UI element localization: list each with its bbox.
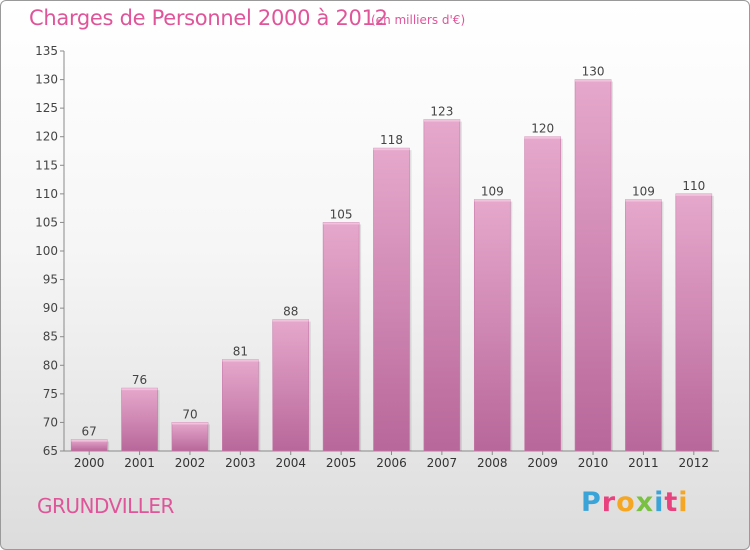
bar-top-highlight [625, 199, 662, 202]
x-tick-label: 2010 [578, 456, 609, 470]
data-label: 118 [380, 133, 403, 147]
y-tick-label: 115 [35, 158, 58, 172]
bar-top-highlight [222, 359, 259, 362]
bar-top-highlight [575, 79, 612, 82]
y-tick-label: 85 [43, 330, 58, 344]
logo-letter: x [635, 487, 655, 518]
x-tick-label: 2009 [527, 456, 558, 470]
bar-top-highlight [373, 148, 410, 151]
x-tick-label: 2008 [477, 456, 508, 470]
y-tick-label: 90 [43, 301, 58, 315]
x-tick-label: 2004 [275, 456, 306, 470]
data-label: 120 [531, 122, 554, 136]
bar [222, 359, 259, 452]
y-tick-label: 70 [43, 415, 58, 429]
bar [625, 199, 662, 452]
data-label: 109 [481, 185, 504, 199]
logo-letter: i [678, 487, 689, 518]
data-label: 81 [233, 345, 248, 359]
y-tick-label: 100 [35, 244, 58, 258]
logo-letter: P [581, 487, 602, 518]
x-tick-label: 2002 [175, 456, 206, 470]
bar [574, 79, 612, 452]
bar [423, 119, 461, 452]
logo-letter: o [616, 487, 636, 518]
bar-top-highlight [323, 222, 360, 225]
data-label: 130 [582, 65, 605, 79]
bar [272, 319, 310, 452]
bar-top-highlight [272, 319, 309, 322]
data-label: 109 [632, 185, 655, 199]
bar-top-highlight [524, 136, 561, 139]
data-label: 110 [682, 179, 705, 193]
place-name: GRUNDVILLER [37, 494, 174, 518]
x-tick-label: 2006 [376, 456, 407, 470]
y-tick-label: 125 [35, 101, 58, 115]
x-tick-label: 2001 [124, 456, 155, 470]
data-label: 88 [283, 305, 298, 319]
chart-units: (en milliers d'€) [371, 13, 466, 27]
x-tick-label: 2003 [225, 456, 256, 470]
bar [322, 222, 360, 452]
y-tick-label: 130 [35, 73, 58, 87]
bar [675, 193, 713, 452]
y-tick-label: 135 [35, 44, 58, 58]
bar [171, 422, 209, 452]
bar-top-highlight [121, 388, 158, 391]
bar [373, 147, 410, 452]
bar [473, 199, 511, 452]
logo-letter: r [601, 487, 617, 518]
y-tick-label: 105 [35, 215, 58, 229]
y-tick-label: 65 [43, 444, 58, 458]
bar-top-highlight [675, 193, 712, 196]
logo-letter: t [664, 487, 679, 518]
y-tick-label: 120 [35, 130, 58, 144]
data-label: 123 [430, 105, 453, 119]
bar-top-highlight [171, 422, 208, 425]
data-label: 76 [132, 373, 147, 387]
bar [524, 136, 561, 452]
data-label: 70 [182, 407, 197, 421]
y-tick-label: 110 [35, 187, 58, 201]
chart-title: Charges de Personnel 2000 à 2012 [29, 6, 388, 30]
bar [121, 387, 158, 452]
x-tick-label: 2012 [679, 456, 710, 470]
y-tick-label: 95 [43, 273, 58, 287]
bar-top-highlight [423, 119, 460, 122]
bar-top-highlight [474, 199, 511, 202]
x-tick-label: 2000 [74, 456, 105, 470]
y-tick-label: 75 [43, 387, 58, 401]
y-tick-label: 80 [43, 358, 58, 372]
bar-top-highlight [71, 439, 108, 442]
data-label: 67 [82, 425, 97, 439]
x-tick-label: 2007 [427, 456, 458, 470]
data-label: 105 [330, 207, 353, 221]
x-tick-label: 2011 [628, 456, 659, 470]
x-tick-label: 2005 [326, 456, 357, 470]
proxiti-logo: Proxiti [581, 487, 689, 518]
logo-letter: i [654, 487, 665, 518]
